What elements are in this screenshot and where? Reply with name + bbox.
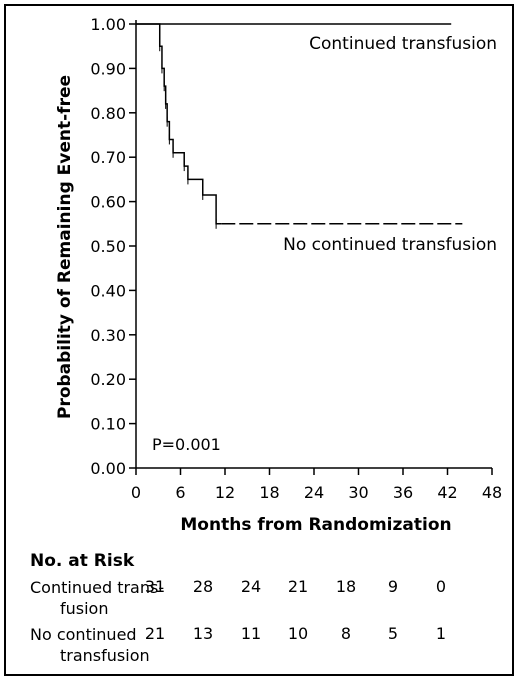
risk-value: 5 [387,624,399,643]
x-tick-label: 30 [348,483,368,502]
series-line-no-continued [136,23,222,225]
figure-frame [4,4,514,676]
risk-row-label-line2: fusion [60,599,109,618]
series-label-no-continued: No continued transfusion [283,235,497,255]
km-chart: 0.00 0.10 0.20 0.30 0.40 0.50 0.60 0.70 0.80 0.90… [55,15,502,535]
risk-value: 9 [387,577,399,596]
x-tick-label: 36 [393,483,413,502]
risk-value: 31 [144,577,166,596]
risk-value: 18 [335,577,357,596]
risk-value: 0 [435,577,447,596]
axes: 0.00 0.10 0.20 0.30 0.40 0.50 0.60 0.70 0.80 0.90… [90,15,502,502]
y-tick-label: 1.00 [90,15,126,34]
risk-row-label-no-continued: No continued transfusion [30,624,150,666]
y-tick-label: 0.40 [90,281,126,300]
x-axis-label: Months from Randomization [180,515,451,535]
risk-value: 28 [192,577,214,596]
y-tick-label: 0.10 [90,415,126,434]
risk-value: 21 [144,624,166,643]
x-tick-label: 18 [259,483,279,502]
risk-value: 11 [240,624,262,643]
survival-curves [136,23,463,229]
risk-row-label-continued: Continued trans- fusion [30,577,164,619]
p-value-annotation: P=0.001 [152,435,221,454]
y-tick-label: 0.00 [90,459,126,478]
risk-value: 10 [287,624,309,643]
risk-row-label-line1: Continued trans- [30,578,165,597]
x-tick-label: 48 [482,483,502,502]
risk-value: 21 [287,577,309,596]
x-tick-label: 0 [131,483,141,502]
risk-row-label-line2: transfusion [60,646,150,665]
series-label-continued: Continued transfusion [309,34,497,54]
risk-row-label-line1: No continued [30,625,137,644]
y-tick-label: 0.50 [90,237,126,256]
y-axis-label: Probability of Remaining Event-free [55,75,75,419]
x-tick-label: 42 [437,483,457,502]
risk-value: 24 [240,577,262,596]
x-tick-label: 24 [304,483,324,502]
y-tick-label: 0.20 [90,370,126,389]
x-tick-label: 12 [215,483,235,502]
y-tick-label: 0.90 [90,59,126,78]
y-tick-label: 0.70 [90,148,126,167]
risk-table-title: No. at Risk [30,551,135,571]
risk-value: 13 [192,624,214,643]
x-tick-label: 6 [175,483,185,502]
risk-value: 1 [435,624,447,643]
y-tick-label: 0.80 [90,104,126,123]
y-tick-label: 0.60 [90,193,126,212]
risk-value: 8 [340,624,352,643]
y-tick-label: 0.30 [90,326,126,345]
